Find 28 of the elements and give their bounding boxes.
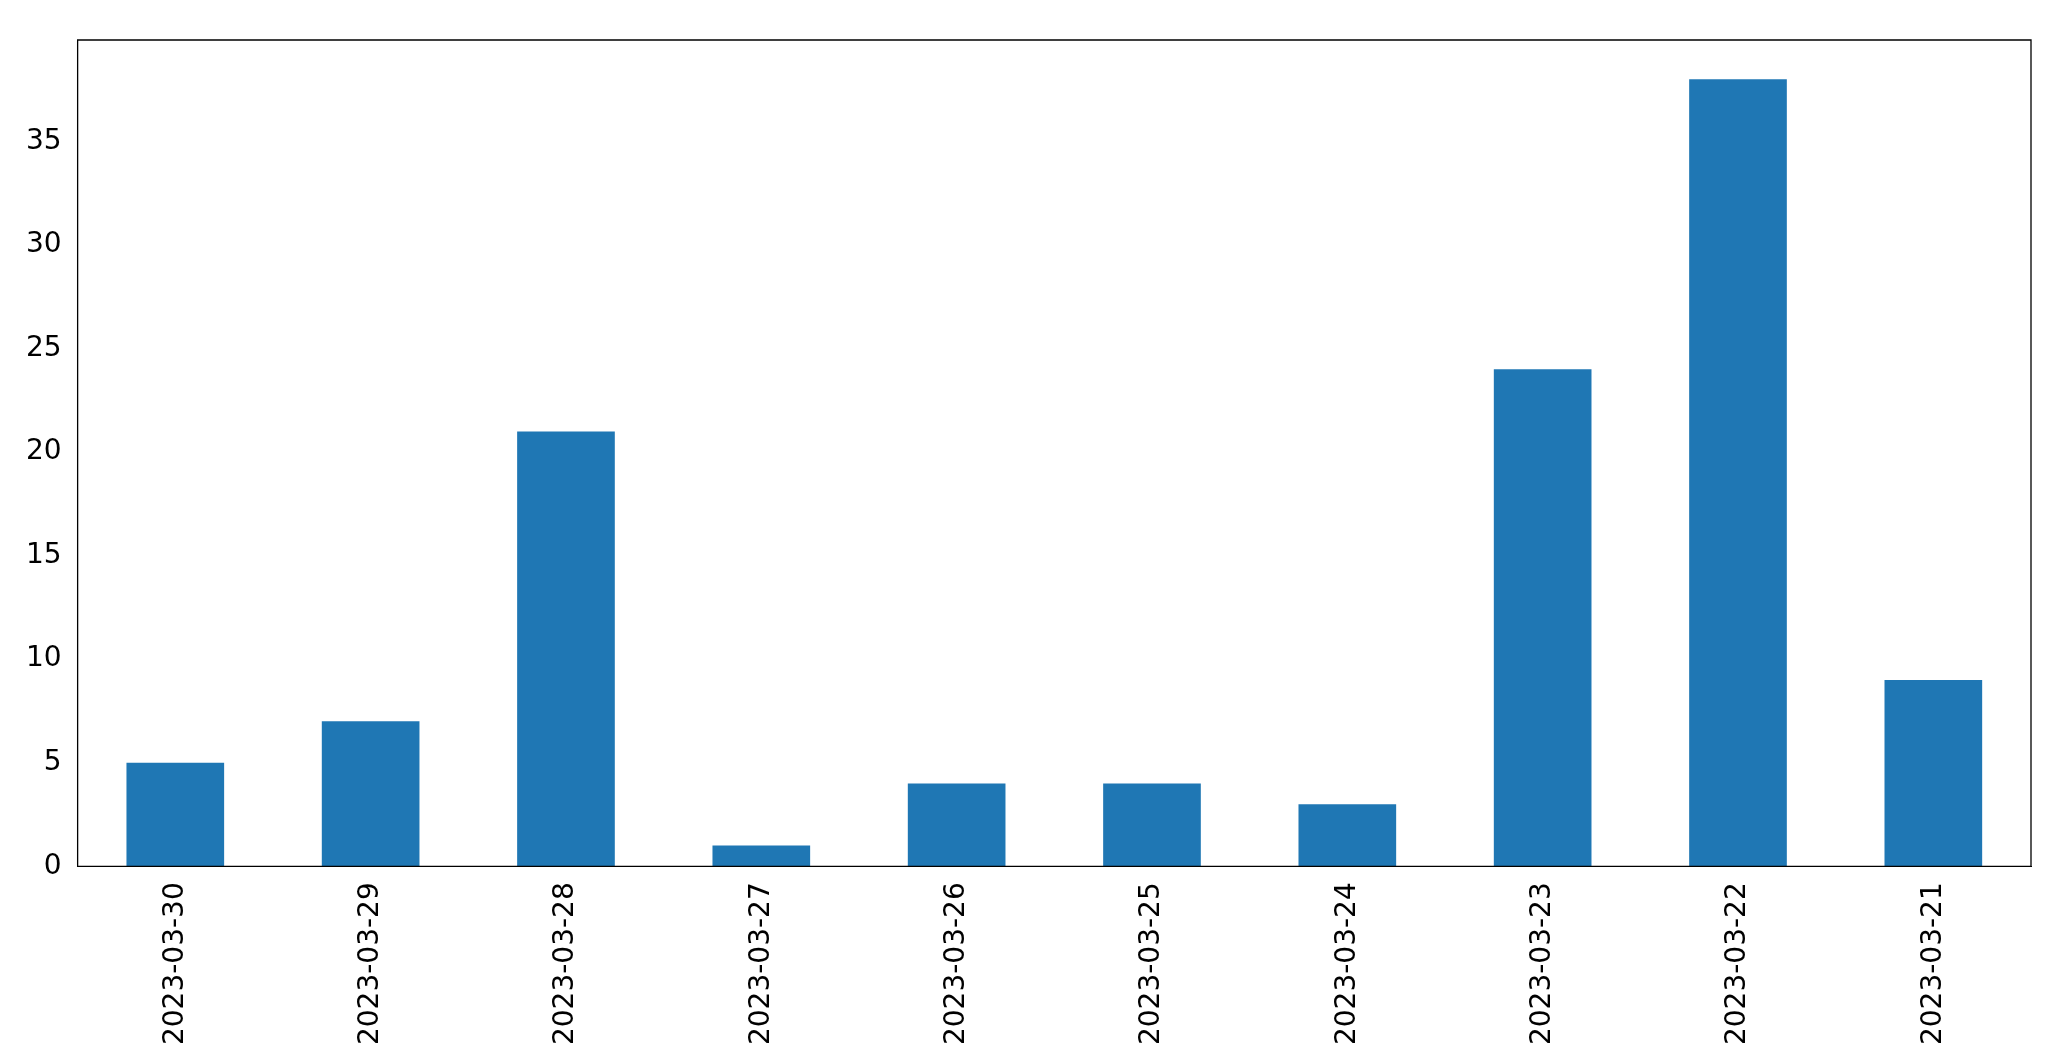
y-tick-label: 15 bbox=[25, 536, 62, 570]
x-tick-label: 2023-03-30 bbox=[156, 882, 190, 1046]
bar bbox=[907, 783, 1006, 867]
bar bbox=[126, 762, 225, 867]
y-tick-label: 20 bbox=[25, 433, 62, 467]
y-tick-label: 25 bbox=[25, 329, 62, 363]
bar bbox=[321, 721, 420, 867]
bar bbox=[1103, 783, 1201, 867]
bar bbox=[712, 845, 811, 867]
x-tick-label: 2023-03-26 bbox=[937, 882, 971, 1046]
x-tick-label: 2023-03-29 bbox=[351, 882, 385, 1046]
y-tick-label: 35 bbox=[25, 122, 62, 156]
y-tick-label: 0 bbox=[43, 847, 62, 881]
bar bbox=[517, 431, 615, 867]
bar bbox=[1298, 804, 1397, 867]
x-tick-label: 2023-03-28 bbox=[547, 882, 581, 1046]
bar bbox=[1689, 79, 1787, 867]
bar bbox=[1884, 679, 1983, 867]
x-tick-label: 2023-03-21 bbox=[1914, 882, 1948, 1046]
x-tick-label: 2023-03-27 bbox=[742, 882, 776, 1046]
bar bbox=[1493, 369, 1592, 867]
y-tick-label: 30 bbox=[25, 226, 62, 260]
x-tick-label: 2023-03-22 bbox=[1719, 882, 1753, 1046]
y-tick-label: 5 bbox=[43, 744, 62, 778]
x-tick-label: 2023-03-24 bbox=[1328, 882, 1362, 1046]
x-tick-label: 2023-03-25 bbox=[1133, 882, 1167, 1046]
x-tick-label: 2023-03-23 bbox=[1523, 882, 1557, 1046]
y-tick-label: 10 bbox=[25, 640, 62, 674]
